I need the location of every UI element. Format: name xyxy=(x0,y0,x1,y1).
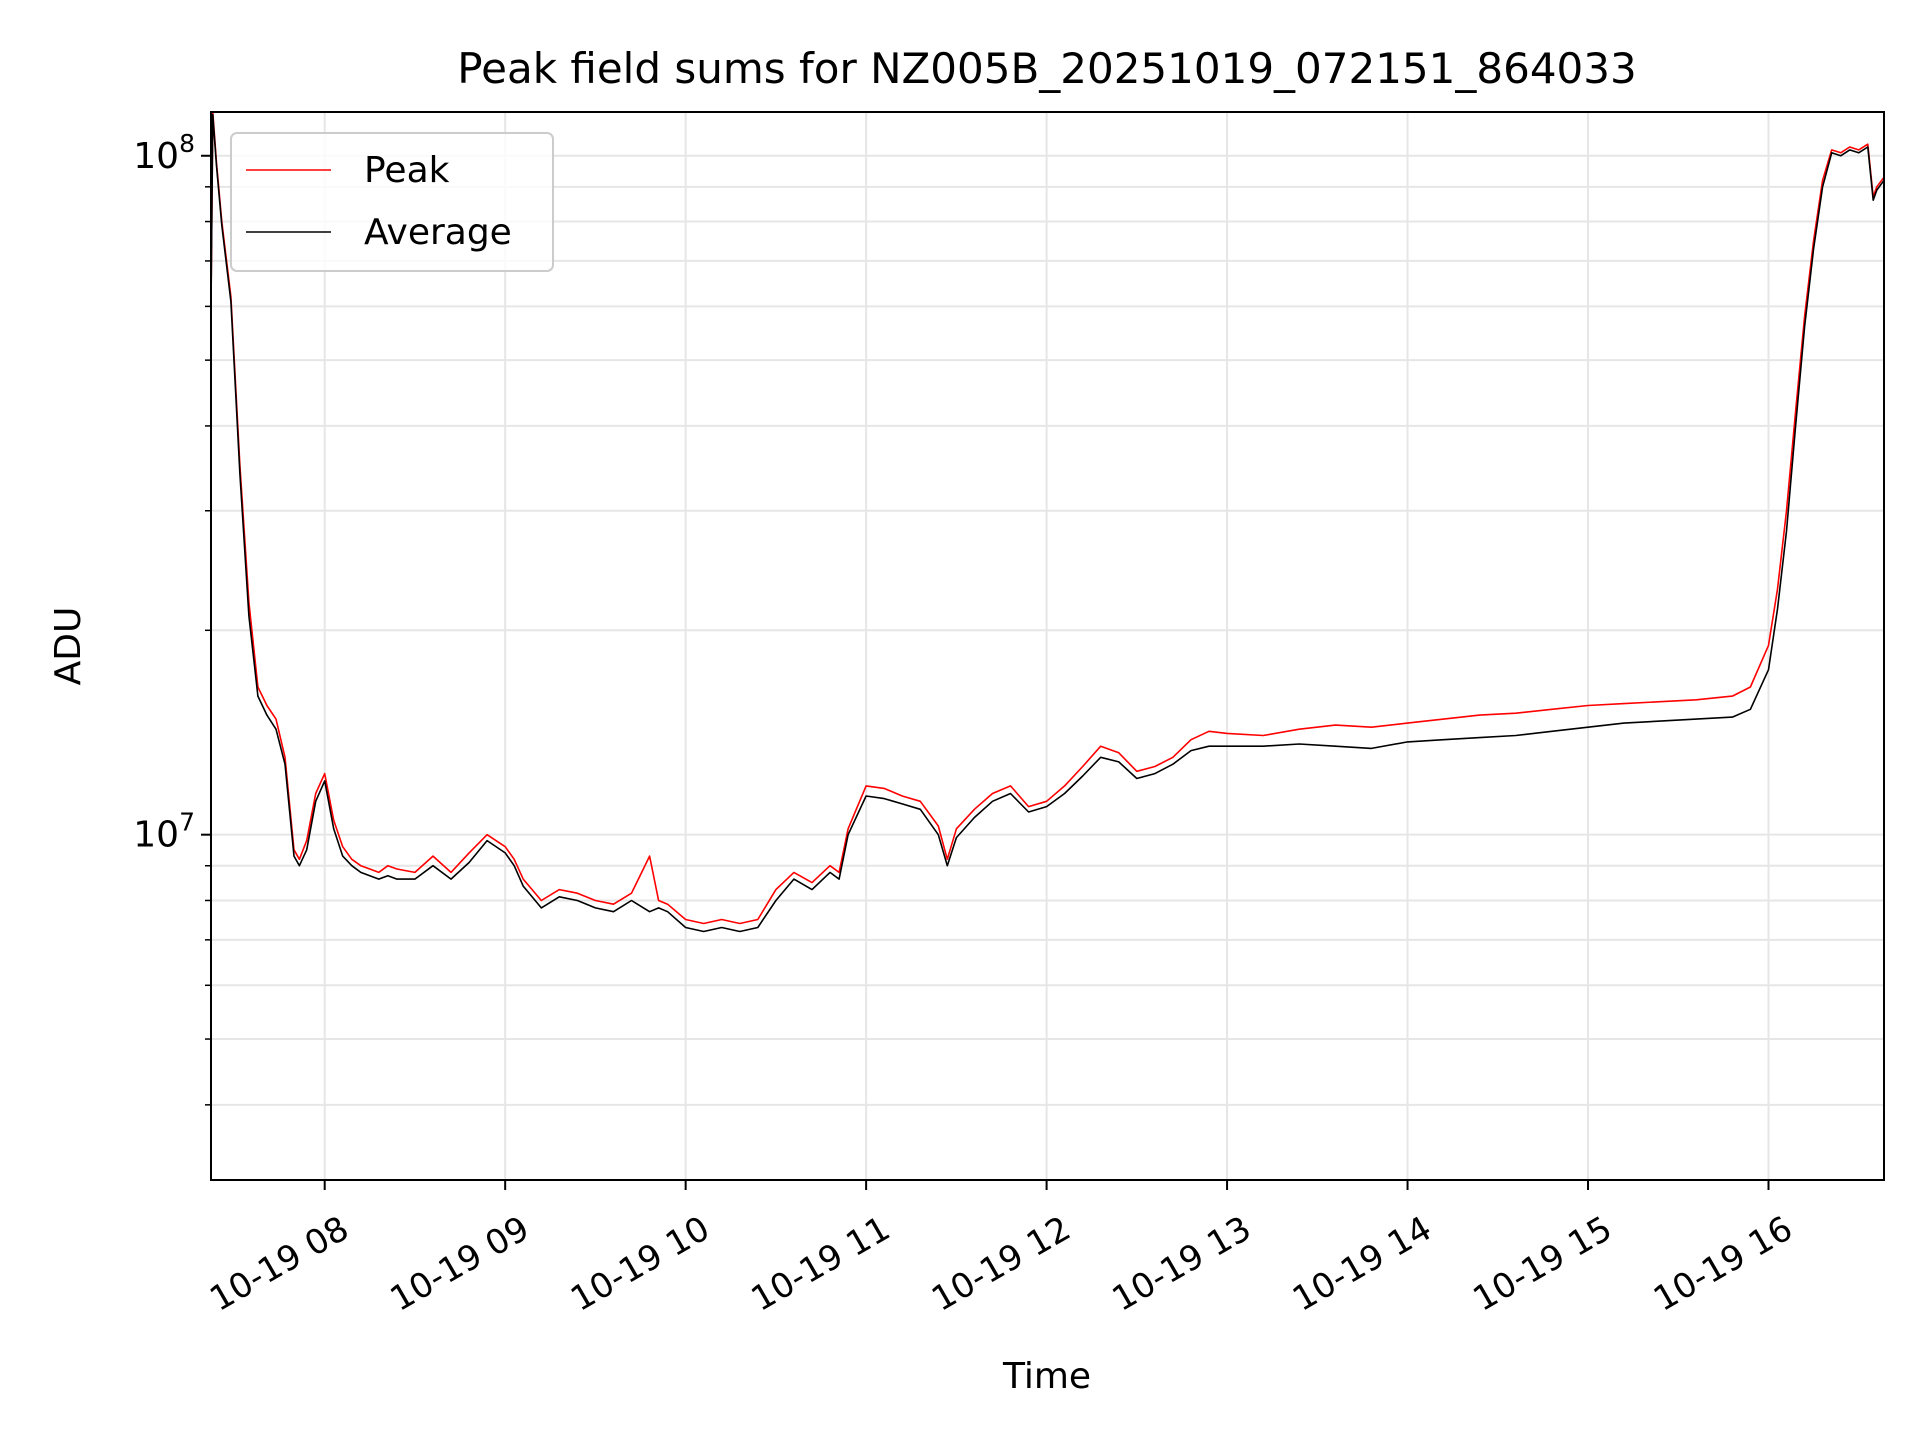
legend: Peak Average xyxy=(230,132,554,272)
legend-average-label: Average xyxy=(364,212,512,253)
series-peak-line xyxy=(210,111,1885,925)
series-lines xyxy=(210,111,1885,933)
legend-peak-label: Peak xyxy=(364,150,450,191)
x-axis-label: Time xyxy=(1002,1356,1091,1397)
y-tick-label: 108 xyxy=(133,129,195,177)
y-axis-label: ADU xyxy=(48,607,89,686)
y-axis-ticks: 107 108 xyxy=(133,129,211,1106)
legend-box xyxy=(230,132,554,272)
chart-title: Peak field sums for NZ005B_20251019_0721… xyxy=(457,44,1636,93)
series-average-line xyxy=(210,113,1885,933)
grid-lines xyxy=(211,112,1884,1180)
y-tick-label: 107 xyxy=(133,808,195,856)
